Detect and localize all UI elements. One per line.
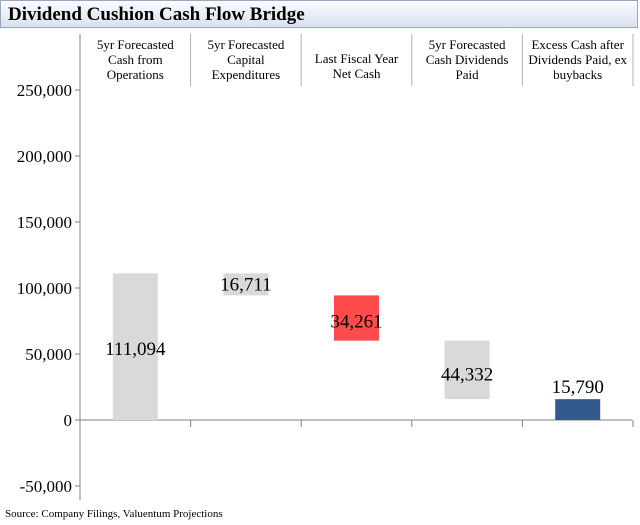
bar (555, 399, 601, 420)
y-tick-label: 0 (64, 411, 73, 430)
category-label: 5yr Forecasted Capital Expenditures (207, 37, 284, 82)
bar-value-label: 111,094 (105, 339, 166, 360)
category-label: Last Fiscal Year Net Cash (315, 51, 399, 81)
chart-title: Dividend Cushion Cash Flow Bridge (8, 4, 305, 25)
bar-value-label: 44,332 (441, 365, 493, 386)
y-tick-label: 50,000 (25, 345, 72, 364)
bar-value-label: 15,790 (552, 377, 604, 398)
y-tick-label: 200,000 (17, 147, 72, 166)
bar (223, 273, 269, 296)
category-label: 5yr Forecasted Cash Dividends Paid (426, 37, 509, 82)
bar (112, 273, 158, 420)
bar (444, 340, 490, 400)
bar-value-label: 34,261 (330, 312, 382, 333)
title-bar: Dividend Cushion Cash Flow Bridge (0, 0, 638, 28)
y-tick-label: 250,000 (17, 81, 72, 100)
y-tick-label: 150,000 (17, 213, 72, 232)
source-note: Source: Company Filings, Valuentum Proje… (5, 508, 223, 520)
category-label: Excess Cash after Dividends Paid, ex buyba… (528, 37, 627, 82)
category-label: 5yr Forecasted Cash from Operations (97, 37, 174, 82)
bar (334, 295, 379, 341)
y-tick-label: -50,000 (20, 477, 72, 496)
bar-value-label: 16,711 (220, 274, 272, 295)
chart: 250,000 200,000 150,000 100,000 50,000 0 -50,0… (17, 34, 634, 500)
y-tick-label: 100,000 (17, 279, 72, 298)
